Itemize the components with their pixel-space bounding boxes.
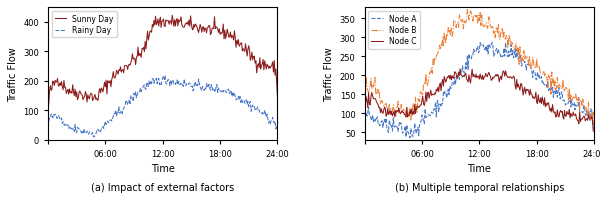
Sunny Day bbox=[55, 85, 62, 88]
Rainy Day bbox=[122, 104, 129, 106]
Sunny Day bbox=[156, 21, 163, 23]
Rainy Day bbox=[161, 75, 169, 78]
Node C bbox=[437, 90, 445, 93]
Rainy Day bbox=[227, 91, 234, 93]
Line: Node A: Node A bbox=[365, 43, 594, 138]
Node B bbox=[361, 110, 368, 113]
Node C bbox=[542, 103, 550, 105]
Node A bbox=[544, 87, 551, 89]
Node A bbox=[488, 42, 496, 44]
Sunny Day bbox=[47, 85, 54, 87]
Y-axis label: Traffic Flow: Traffic Flow bbox=[8, 47, 17, 101]
Node A bbox=[438, 103, 445, 105]
Rainy Day bbox=[79, 130, 86, 132]
Node C bbox=[371, 98, 379, 100]
Sunny Day bbox=[44, 110, 52, 112]
Sunny Day bbox=[121, 65, 128, 68]
Node C bbox=[473, 77, 481, 80]
Rainy Day bbox=[274, 128, 281, 130]
Rainy Day bbox=[44, 126, 52, 129]
Sunny Day bbox=[79, 95, 86, 97]
Sunny Day bbox=[226, 36, 233, 39]
Legend: Node A, Node B, Node C: Node A, Node B, Node C bbox=[368, 12, 419, 49]
Node C bbox=[590, 131, 598, 133]
Node B bbox=[371, 77, 379, 79]
Node A bbox=[473, 48, 481, 51]
Node A bbox=[371, 120, 379, 123]
X-axis label: Time: Time bbox=[467, 163, 491, 173]
Rainy Day bbox=[55, 115, 62, 117]
Node B bbox=[364, 87, 371, 89]
Node B bbox=[542, 77, 550, 79]
X-axis label: Time: Time bbox=[151, 163, 175, 173]
Sunny Day bbox=[169, 15, 176, 17]
Node C bbox=[364, 100, 371, 103]
Node B bbox=[437, 44, 445, 47]
Y-axis label: Traffic Flow: Traffic Flow bbox=[324, 47, 334, 101]
Node A bbox=[361, 133, 368, 136]
Node C bbox=[395, 107, 403, 110]
Rainy Day bbox=[157, 82, 164, 85]
Sunny Day bbox=[274, 95, 281, 98]
Node B bbox=[590, 123, 598, 125]
Node C bbox=[457, 68, 464, 71]
Node A bbox=[364, 115, 371, 118]
Legend: Sunny Day, Rainy Day: Sunny Day, Rainy Day bbox=[52, 12, 117, 38]
Node B bbox=[464, 9, 471, 12]
Node A bbox=[395, 126, 403, 128]
Node A bbox=[406, 137, 413, 139]
Node A bbox=[590, 128, 598, 131]
Line: Node C: Node C bbox=[365, 70, 594, 132]
Text: (a) Impact of external factors: (a) Impact of external factors bbox=[91, 182, 235, 192]
Rainy Day bbox=[47, 117, 54, 119]
Line: Sunny Day: Sunny Day bbox=[48, 16, 277, 111]
Node B bbox=[473, 15, 481, 18]
Line: Node B: Node B bbox=[365, 10, 594, 124]
Node B bbox=[395, 112, 403, 114]
Node C bbox=[361, 122, 368, 124]
Text: (b) Multiple temporal relationships: (b) Multiple temporal relationships bbox=[395, 182, 564, 192]
Rainy Day bbox=[91, 136, 98, 138]
Line: Rainy Day: Rainy Day bbox=[48, 77, 277, 137]
